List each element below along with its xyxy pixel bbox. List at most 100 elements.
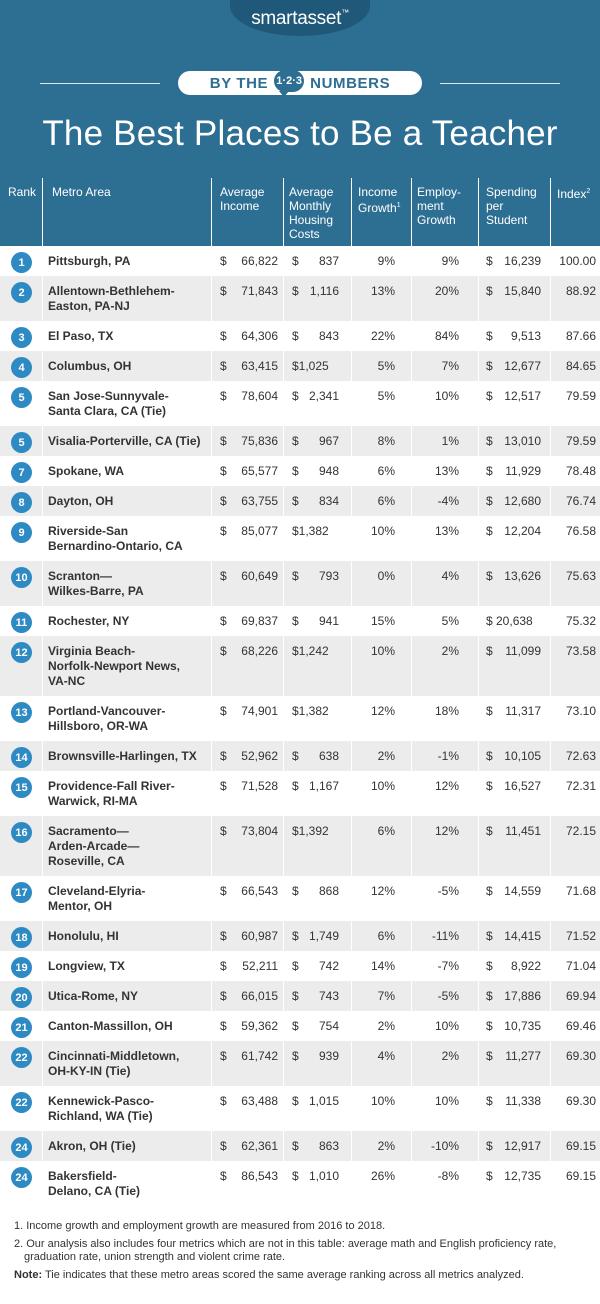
spending-currency: $ bbox=[486, 779, 493, 793]
spending-currency: $ bbox=[486, 1169, 493, 1183]
housing-cost: $1,242 bbox=[292, 644, 329, 658]
spending-per-student: 10,105 bbox=[504, 749, 541, 763]
banner-icon-text: 1·2·3 bbox=[276, 75, 302, 87]
average-income: 68,226 bbox=[241, 644, 278, 658]
spending-per-student: 12,735 bbox=[504, 1169, 541, 1183]
metro-area: Scranton— Wilkes-Barre, PA bbox=[48, 569, 144, 598]
housing-currency: $ bbox=[292, 389, 299, 403]
income-currency: $ bbox=[220, 884, 227, 898]
housing-currency: $ bbox=[292, 884, 299, 898]
employment-growth: -10% bbox=[430, 1139, 459, 1153]
index: 76.74 bbox=[565, 494, 596, 508]
table-row: 20 Utica-Rome, NY $66,015 $743 7% -5% $17,886 6… bbox=[0, 981, 600, 1011]
rank-badge: 4 bbox=[11, 357, 32, 378]
spending-currency: $ bbox=[486, 1139, 493, 1153]
income-growth: 2% bbox=[377, 749, 395, 763]
housing-currency: $ bbox=[292, 464, 299, 478]
table-row: 2 Allentown-Bethlehem- Easton, PA-NJ $71,84… bbox=[0, 276, 600, 321]
table-header: Rank Metro Area Average Income Average Mon… bbox=[0, 178, 600, 246]
metro-area: Pittsburgh, PA bbox=[48, 254, 131, 268]
income-currency: $ bbox=[220, 464, 227, 478]
housing-cost: 1,167 bbox=[308, 779, 339, 793]
table-row: 21 Canton-Massillon, OH $59,362 $754 2% 10% $1… bbox=[0, 1011, 600, 1041]
income-growth: 10% bbox=[370, 779, 395, 793]
metro-area: El Paso, TX bbox=[48, 329, 114, 343]
rank-badge: 18 bbox=[11, 927, 32, 948]
table-row: 24 Akron, OH (Tie) $62,361 $863 2% -10% $12,91… bbox=[0, 1131, 600, 1161]
index: 71.04 bbox=[565, 959, 596, 973]
housing-cost: 834 bbox=[318, 494, 339, 508]
average-income: 69,837 bbox=[241, 614, 278, 628]
housing-cost: 1,749 bbox=[308, 929, 339, 943]
rank-badge: 24 bbox=[11, 1137, 32, 1158]
housing-cost: 863 bbox=[318, 1139, 339, 1153]
housing-cost: 754 bbox=[318, 1019, 339, 1033]
income-growth: 9% bbox=[377, 254, 395, 268]
employment-growth: 12% bbox=[434, 824, 459, 838]
housing-cost: $1,025 bbox=[292, 359, 329, 373]
income-growth: 4% bbox=[377, 1049, 395, 1063]
employment-growth: 10% bbox=[434, 1019, 459, 1033]
income-currency: $ bbox=[220, 494, 227, 508]
housing-currency: $ bbox=[292, 1019, 299, 1033]
metro-area: Longview, TX bbox=[48, 959, 125, 973]
spending-per-student: $ 20,638 bbox=[486, 614, 533, 628]
income-currency: $ bbox=[220, 644, 227, 658]
rank-badge: 16 bbox=[11, 822, 32, 843]
metro-area: Kennewick-Pasco- Richland, WA (Tie) bbox=[48, 1094, 155, 1123]
index: 76.58 bbox=[565, 524, 596, 538]
metro-area: Columbus, OH bbox=[48, 359, 132, 373]
employment-growth: -5% bbox=[437, 989, 459, 1003]
housing-currency: $ bbox=[292, 959, 299, 973]
income-currency: $ bbox=[220, 434, 227, 448]
average-income: 62,361 bbox=[241, 1139, 278, 1153]
income-currency: $ bbox=[220, 824, 227, 838]
table-row: 11 Rochester, NY $69,837 $941 15% 5% $ 20,638 7… bbox=[0, 606, 600, 636]
index: 72.31 bbox=[565, 779, 596, 793]
housing-cost: $1,382 bbox=[292, 524, 329, 538]
col-housing: Average Monthly Housing Costs bbox=[289, 185, 334, 241]
index: 84.65 bbox=[565, 359, 596, 373]
metro-area: Spokane, WA bbox=[48, 464, 125, 478]
income-growth: 2% bbox=[377, 1019, 395, 1033]
rank-badge: 22 bbox=[11, 1092, 32, 1113]
housing-cost: 2,341 bbox=[308, 389, 339, 403]
income-currency: $ bbox=[220, 779, 227, 793]
spending-currency: $ bbox=[486, 749, 493, 763]
spending-currency: $ bbox=[486, 359, 493, 373]
spending-currency: $ bbox=[486, 524, 493, 538]
rank-badge: 11 bbox=[11, 612, 32, 633]
spending-per-student: 11,099 bbox=[505, 644, 541, 658]
employment-growth: -4% bbox=[437, 494, 459, 508]
housing-currency: $ bbox=[292, 1049, 299, 1063]
average-income: 52,962 bbox=[241, 749, 278, 763]
average-income: 63,415 bbox=[241, 359, 278, 373]
average-income: 61,742 bbox=[241, 1049, 278, 1063]
income-growth: 6% bbox=[377, 494, 395, 508]
index: 100.00 bbox=[559, 254, 596, 268]
income-growth: 8% bbox=[377, 434, 395, 448]
housing-currency: $ bbox=[292, 1139, 299, 1153]
income-currency: $ bbox=[220, 929, 227, 943]
housing-cost: 1,116 bbox=[309, 284, 339, 298]
income-currency: $ bbox=[220, 1094, 227, 1108]
metro-area: Utica-Rome, NY bbox=[48, 989, 139, 1003]
index: 87.66 bbox=[565, 329, 596, 343]
spending-currency: $ bbox=[486, 884, 493, 898]
table-row: 22 Cincinnati-Middletown, OH-KY-IN (Tie) $6… bbox=[0, 1041, 600, 1086]
spending-currency: $ bbox=[486, 1019, 493, 1033]
average-income: 75,836 bbox=[241, 434, 278, 448]
employment-growth: 4% bbox=[441, 569, 459, 583]
housing-cost: $1,392 bbox=[292, 824, 329, 838]
income-currency: $ bbox=[220, 569, 227, 583]
index: 75.32 bbox=[565, 614, 596, 628]
rank-badge: 20 bbox=[11, 987, 32, 1008]
spending-currency: $ bbox=[486, 959, 493, 973]
housing-cost: 948 bbox=[318, 464, 339, 478]
employment-growth: 5% bbox=[441, 614, 459, 628]
average-income: 74,901 bbox=[241, 704, 278, 718]
metro-area: Akron, OH (Tie) bbox=[48, 1139, 136, 1153]
index: 78.48 bbox=[565, 464, 596, 478]
housing-cost: 743 bbox=[318, 989, 339, 1003]
table-row: 12 Virginia Beach- Norfolk-Newport News, VA… bbox=[0, 636, 600, 696]
